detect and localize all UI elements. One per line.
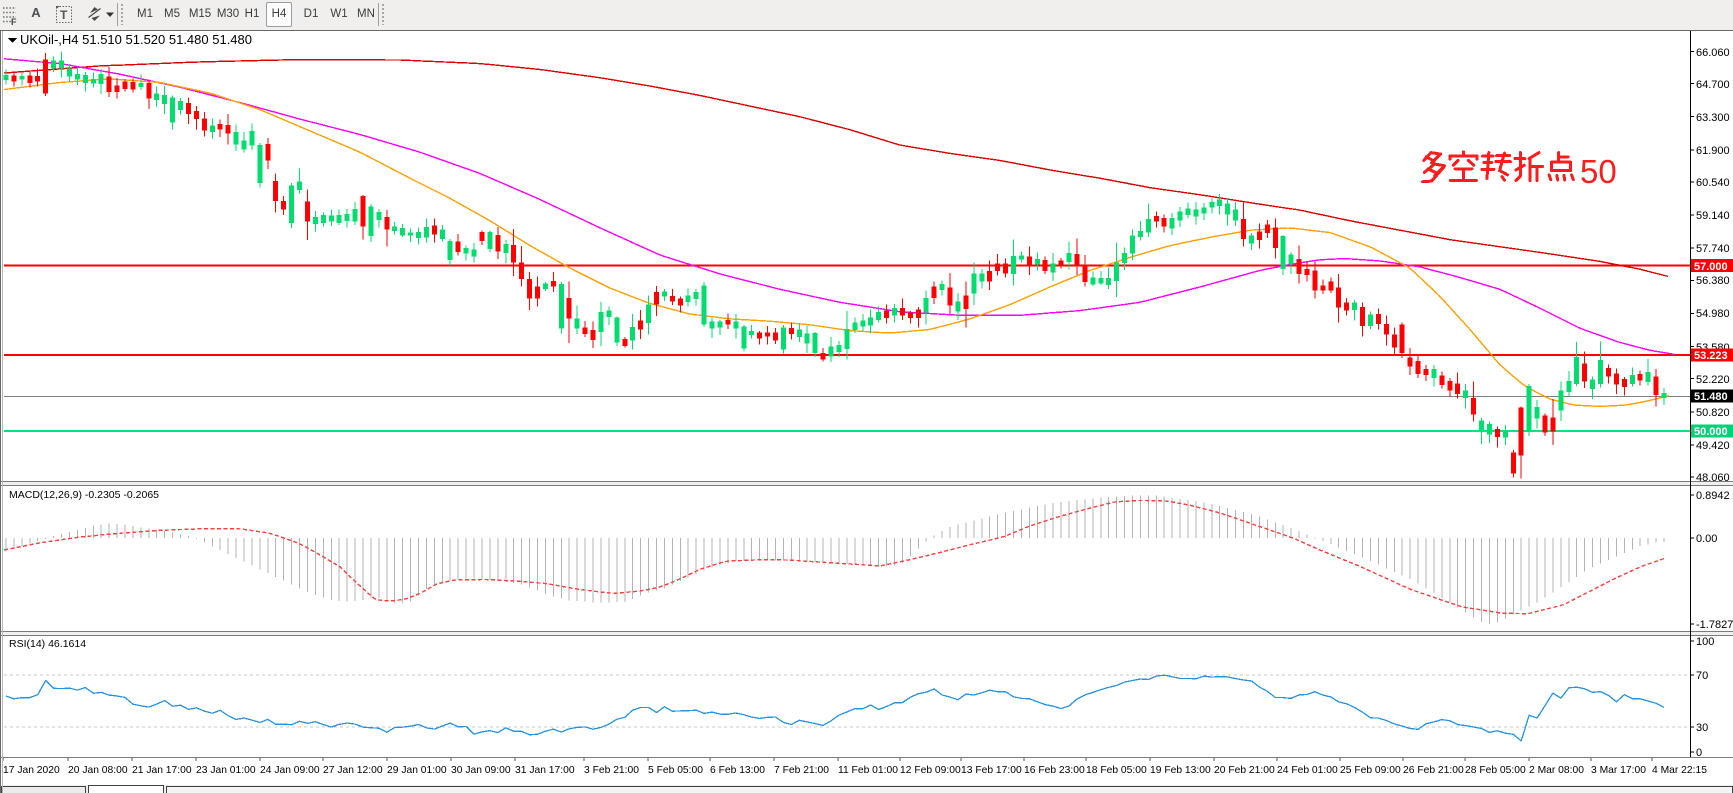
svg-text:0.00: 0.00 bbox=[1696, 533, 1717, 545]
svg-text:51.480: 51.480 bbox=[1694, 391, 1728, 403]
svg-text:3 Mar 17:00: 3 Mar 17:00 bbox=[1591, 765, 1646, 776]
svg-text:5 Feb 05:00: 5 Feb 05:00 bbox=[648, 765, 703, 776]
svg-text:52.220: 52.220 bbox=[1696, 374, 1730, 386]
svg-text:60.540: 60.540 bbox=[1696, 177, 1730, 189]
svg-text:20 Feb 21:00: 20 Feb 21:00 bbox=[1214, 765, 1275, 776]
svg-text:16 Feb 23:00: 16 Feb 23:00 bbox=[1024, 765, 1085, 776]
svg-text:54.980: 54.980 bbox=[1696, 308, 1730, 320]
svg-text:19 Feb 13:00: 19 Feb 13:00 bbox=[1150, 765, 1211, 776]
svg-text:57.740: 57.740 bbox=[1696, 243, 1730, 255]
svg-text:28 Feb 05:00: 28 Feb 05:00 bbox=[1465, 765, 1526, 776]
svg-text:11 Feb 01:00: 11 Feb 01:00 bbox=[838, 765, 898, 776]
svg-text:25 Feb 09:00: 25 Feb 09:00 bbox=[1340, 765, 1401, 776]
svg-text:100: 100 bbox=[1696, 636, 1714, 648]
svg-text:61.900: 61.900 bbox=[1696, 145, 1730, 157]
svg-text:T: T bbox=[60, 8, 68, 22]
svg-text:13 Feb 17:00: 13 Feb 17:00 bbox=[961, 765, 1022, 776]
svg-text:UKOil-,H4 51.510 51.520 51.48: UKOil-,H4 51.510 51.520 51.480 51.480 bbox=[20, 32, 252, 47]
svg-text:6 Feb 13:00: 6 Feb 13:00 bbox=[710, 765, 765, 776]
svg-text:27 Jan 12:00: 27 Jan 12:00 bbox=[323, 765, 383, 776]
svg-text:RSI(14) 46.1614: RSI(14) 46.1614 bbox=[9, 638, 86, 650]
svg-text:0.8942: 0.8942 bbox=[1696, 490, 1730, 502]
svg-text:31 Jan 17:00: 31 Jan 17:00 bbox=[515, 765, 575, 776]
svg-text:21 Jan 17:00: 21 Jan 17:00 bbox=[132, 765, 192, 776]
svg-text:29 Jan 01:00: 29 Jan 01:00 bbox=[387, 765, 447, 776]
svg-text:24 Jan 09:00: 24 Jan 09:00 bbox=[260, 765, 320, 776]
svg-text:17 Jan 2020: 17 Jan 2020 bbox=[3, 765, 60, 776]
svg-text:64.700: 64.700 bbox=[1696, 79, 1730, 91]
svg-text:53.223: 53.223 bbox=[1694, 350, 1728, 362]
svg-text:23 Jan 01:00: 23 Jan 01:00 bbox=[196, 765, 256, 776]
svg-text:59.140: 59.140 bbox=[1696, 210, 1730, 222]
svg-text:2 Mar 08:00: 2 Mar 08:00 bbox=[1529, 765, 1584, 776]
svg-text:-1.7827: -1.7827 bbox=[1696, 619, 1733, 631]
svg-text:F: F bbox=[11, 17, 17, 27]
svg-text:30 Jan 09:00: 30 Jan 09:00 bbox=[451, 765, 511, 776]
svg-text:26 Feb 21:00: 26 Feb 21:00 bbox=[1403, 765, 1464, 776]
svg-text:48.060: 48.060 bbox=[1696, 472, 1730, 484]
svg-text:20 Jan 08:00: 20 Jan 08:00 bbox=[68, 765, 128, 776]
svg-text:50: 50 bbox=[1580, 153, 1617, 190]
svg-text:30: 30 bbox=[1696, 722, 1708, 734]
svg-text:MACD(12,26,9) -0.2305 -0.2065: MACD(12,26,9) -0.2305 -0.2065 bbox=[9, 489, 159, 501]
svg-text:7 Feb 21:00: 7 Feb 21:00 bbox=[774, 765, 829, 776]
svg-text:56.380: 56.380 bbox=[1696, 275, 1730, 287]
svg-text:50.820: 50.820 bbox=[1696, 407, 1730, 419]
svg-text:66.060: 66.060 bbox=[1696, 47, 1730, 59]
svg-text:3 Feb 21:00: 3 Feb 21:00 bbox=[584, 765, 639, 776]
svg-text:4 Mar 22:15: 4 Mar 22:15 bbox=[1652, 765, 1707, 776]
svg-text:12 Feb 09:00: 12 Feb 09:00 bbox=[900, 765, 961, 776]
svg-text:0: 0 bbox=[1696, 747, 1702, 759]
svg-text:57.000: 57.000 bbox=[1694, 261, 1728, 273]
svg-text:18 Feb 05:00: 18 Feb 05:00 bbox=[1086, 765, 1147, 776]
svg-text:50.000: 50.000 bbox=[1694, 426, 1728, 438]
svg-text:70: 70 bbox=[1696, 670, 1708, 682]
svg-text:24 Feb 01:00: 24 Feb 01:00 bbox=[1277, 765, 1338, 776]
svg-text:49.420: 49.420 bbox=[1696, 440, 1730, 452]
svg-text:63.300: 63.300 bbox=[1696, 112, 1730, 124]
